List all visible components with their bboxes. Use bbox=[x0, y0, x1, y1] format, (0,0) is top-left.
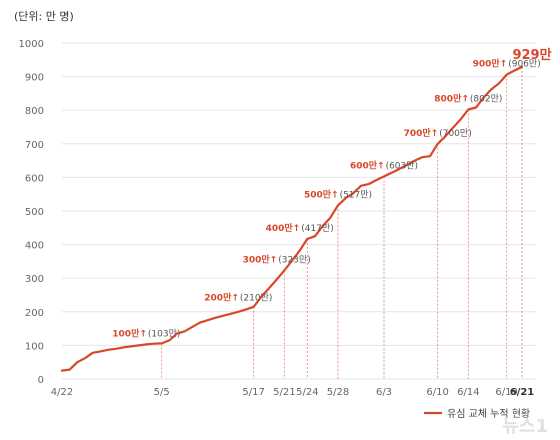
data-label: 300만↑(323만) bbox=[243, 253, 311, 265]
y-tick-label: 700 bbox=[25, 140, 44, 151]
data-label: 800만↑(802만) bbox=[434, 93, 502, 105]
data-label: 900만↑(906만) bbox=[473, 58, 541, 70]
y-tick-label: 500 bbox=[25, 207, 44, 218]
data-label-value: (323만) bbox=[278, 254, 310, 265]
unit-label: (단위: 만 명) bbox=[14, 10, 74, 23]
data-label: 400만↑(417만) bbox=[266, 222, 334, 234]
series-line bbox=[60, 65, 524, 372]
y-tick-label: 900 bbox=[25, 73, 44, 84]
y-tick-label: 600 bbox=[25, 173, 44, 184]
y-tick-label: 800 bbox=[25, 106, 44, 117]
data-label-value: (700만) bbox=[439, 128, 471, 139]
data-label-value: (517만) bbox=[340, 189, 372, 200]
data-label: 700만↑(700만) bbox=[404, 127, 472, 139]
data-label-strong: 200만↑ bbox=[204, 291, 239, 303]
data-label-strong: 400만↑ bbox=[266, 222, 301, 234]
data-label-value: (417만) bbox=[301, 223, 333, 234]
y-tick-label: 200 bbox=[25, 308, 44, 319]
data-label-strong: 100만↑ bbox=[112, 327, 147, 339]
y-tick-label: 1000 bbox=[19, 39, 44, 50]
data-label: 600만↑(603만) bbox=[350, 159, 418, 171]
data-label: 200만↑(210만) bbox=[204, 291, 272, 303]
y-tick-label: 0 bbox=[38, 375, 44, 386]
y-tick-label: 100 bbox=[25, 341, 44, 352]
data-label-strong: 600만↑ bbox=[350, 159, 385, 171]
data-label: 100만↑(103만) bbox=[112, 327, 180, 339]
y-axis: 0 100 200 300 400 500 600 700 800 900 1000 bbox=[19, 39, 44, 386]
y-tick-label: 300 bbox=[25, 274, 44, 285]
data-label-strong: 800만↑ bbox=[434, 93, 469, 105]
data-label-strong: 300만↑ bbox=[243, 253, 278, 265]
data-label-value: (802만) bbox=[470, 94, 502, 105]
x-tick-label: 5/24 bbox=[296, 387, 318, 398]
line-series bbox=[60, 65, 524, 372]
data-label-strong: 500만↑ bbox=[304, 188, 339, 200]
watermark: 뉴스1 bbox=[502, 416, 548, 437]
x-tick-label: 5/17 bbox=[242, 387, 264, 398]
x-tick-label: 6/3 bbox=[376, 387, 392, 398]
data-label-value: (210만) bbox=[240, 292, 272, 303]
legend: 유심 교체 누적 현황 bbox=[424, 408, 530, 420]
annotations: 100만↑(103만) 200만↑(210만) 300만↑(323만) 400만↑(4… bbox=[112, 47, 551, 340]
legend-label: 유심 교체 누적 현황 bbox=[447, 408, 530, 420]
x-tick-label: 6/19 bbox=[495, 387, 517, 398]
x-tick-label: 6/14 bbox=[457, 387, 479, 398]
x-tick-label: 6/21 bbox=[510, 387, 535, 398]
x-tick-label: 5/5 bbox=[154, 387, 170, 398]
data-label-strong: 900만↑ bbox=[473, 58, 508, 70]
y-tick-label: 400 bbox=[25, 241, 44, 252]
data-label-value: (906만) bbox=[508, 59, 540, 70]
guide-lines bbox=[161, 66, 523, 379]
data-label: 500만↑(517만) bbox=[304, 188, 372, 200]
data-label-value: (603만) bbox=[386, 160, 418, 171]
x-tick-label: 5/21 bbox=[273, 387, 295, 398]
data-label-value: (103만) bbox=[148, 328, 180, 339]
x-tick-label: 4/22 bbox=[51, 387, 73, 398]
x-tick-label: 6/10 bbox=[426, 387, 448, 398]
data-label-strong: 700만↑ bbox=[404, 127, 439, 139]
final-value-label: 929만 bbox=[512, 47, 551, 63]
unit-label-group: (단위: 만 명) bbox=[14, 10, 74, 23]
x-tick-label: 5/28 bbox=[327, 387, 349, 398]
watermark-text: 뉴스1 bbox=[502, 416, 548, 437]
x-axis: 4/22 5/5 5/17 5/21 5/24 5/28 6/3 6/10 6/14 6/196/… bbox=[51, 387, 535, 398]
